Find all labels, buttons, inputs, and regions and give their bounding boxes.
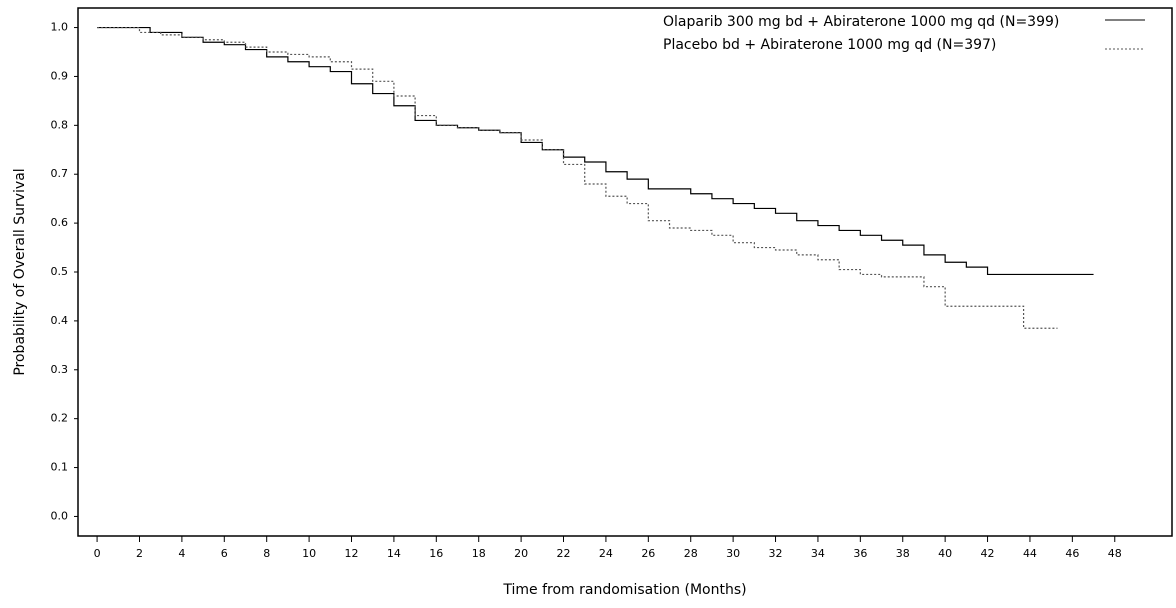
- x-tick-label: 26: [641, 547, 655, 560]
- y-tick-label: 0.7: [51, 167, 69, 180]
- x-tick-label: 32: [769, 547, 783, 560]
- x-tick-label: 34: [811, 547, 825, 560]
- survival-curve: [97, 26, 1058, 329]
- y-axis-label: Probability of Overall Survival: [12, 168, 28, 375]
- y-tick-label: 0.9: [51, 69, 69, 82]
- x-tick-label: 38: [896, 547, 910, 560]
- x-tick-label: 16: [429, 547, 443, 560]
- x-tick-label: 24: [599, 547, 613, 560]
- x-tick-label: 12: [345, 547, 359, 560]
- x-tick-label: 48: [1108, 547, 1122, 560]
- x-tick-label: 28: [684, 547, 698, 560]
- x-axis-label: Time from randomisation (Months): [502, 582, 746, 598]
- x-tick-label: 6: [221, 547, 228, 560]
- y-tick-label: 0.1: [51, 461, 69, 474]
- x-tick-label: 36: [853, 547, 867, 560]
- y-tick-label: 0.6: [51, 216, 69, 229]
- y-tick-label: 0.0: [51, 509, 69, 522]
- x-tick-label: 30: [726, 547, 740, 560]
- x-tick-label: 4: [178, 547, 185, 560]
- survival-curve: [97, 26, 1094, 276]
- x-tick-label: 46: [1065, 547, 1079, 560]
- plot-frame: [77, 7, 1173, 537]
- x-tick-label: 22: [557, 547, 571, 560]
- x-tick-label: 0: [94, 547, 101, 560]
- y-tick-label: 0.2: [51, 412, 69, 425]
- x-tick-label: 42: [981, 547, 995, 560]
- y-tick-label: 1.0: [51, 21, 69, 34]
- x-tick-label: 14: [387, 547, 401, 560]
- y-tick-label: 0.3: [51, 363, 69, 376]
- x-tick-label: 44: [1023, 547, 1037, 560]
- y-tick-label: 0.4: [51, 314, 69, 327]
- y-tick-label: 0.5: [51, 265, 69, 278]
- x-tick-label: 10: [302, 547, 316, 560]
- legend-label: Olaparib 300 mg bd + Abiraterone 1000 mg…: [663, 14, 1059, 30]
- x-tick-label: 2: [136, 547, 143, 560]
- x-tick-label: 18: [472, 547, 486, 560]
- y-tick-label: 0.8: [51, 118, 69, 131]
- legend-label: Placebo bd + Abiraterone 1000 mg qd (N=3…: [663, 37, 996, 53]
- x-tick-label: 20: [514, 547, 528, 560]
- x-tick-label: 8: [263, 547, 270, 560]
- x-tick-label: 40: [938, 547, 952, 560]
